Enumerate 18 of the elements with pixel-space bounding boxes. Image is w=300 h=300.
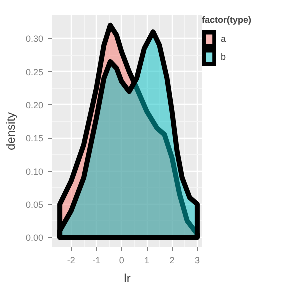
x-tick-label: -2 <box>67 256 76 266</box>
y-tick-label: 0.20 <box>26 100 44 110</box>
x-tick-label: 3 <box>194 256 200 266</box>
legend-title: factor(type) <box>202 15 252 25</box>
y-tick-label: 0.05 <box>26 200 44 210</box>
y-tick-label: 0.00 <box>26 233 44 244</box>
x-axis-title: lr <box>124 272 131 286</box>
y-tick-label: 0.10 <box>26 166 44 177</box>
x-tick-label: 1 <box>144 256 150 266</box>
y-tick-label: 0.15 <box>26 134 44 144</box>
y-axis-title: density <box>4 112 18 151</box>
y-tick-label: 0.25 <box>26 67 44 78</box>
x-tick-label: -1 <box>92 256 101 266</box>
x-tick-label: 0 <box>119 256 124 266</box>
legend-label: a <box>221 34 228 44</box>
legend-label: b <box>221 52 228 62</box>
x-tick-label: 2 <box>170 256 175 266</box>
y-tick-label: 0.30 <box>26 34 44 44</box>
